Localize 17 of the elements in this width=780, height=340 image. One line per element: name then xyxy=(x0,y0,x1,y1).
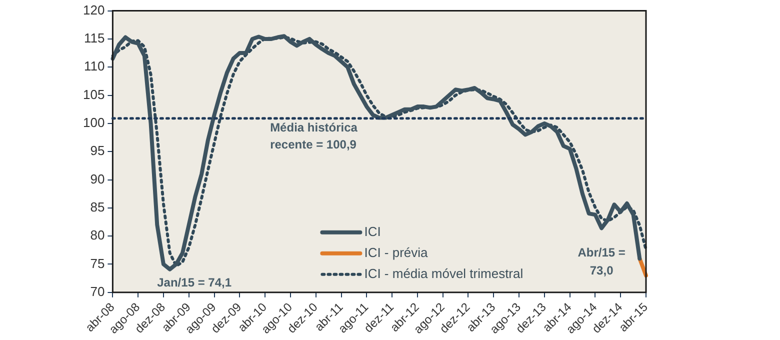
legend-label: ICI xyxy=(364,224,381,239)
y-tick-label: 120 xyxy=(82,2,105,18)
ref-line-label: Média histórica recente = 100,9 xyxy=(270,120,358,152)
legend-label: ICI - média móvel trimestral xyxy=(364,266,524,281)
y-tick-label: 95 xyxy=(90,143,105,158)
y-tick-label: 100 xyxy=(82,115,105,130)
y-tick-label: 75 xyxy=(90,256,105,271)
y-tick-label: 85 xyxy=(90,199,105,214)
y-tick-label: 80 xyxy=(90,228,105,243)
annotation: Jan/15 = 74,1 xyxy=(157,275,232,290)
y-tick-label: 105 xyxy=(82,86,105,102)
legend-label: ICI - prévia xyxy=(364,244,429,260)
y-tick-label: 70 xyxy=(90,284,105,299)
annotation: Abr/15 = 73,0 xyxy=(578,245,626,278)
y-tick-label: 115 xyxy=(84,30,105,46)
y-tick-label: 110 xyxy=(84,58,105,74)
y-tick-label: 90 xyxy=(90,171,105,186)
